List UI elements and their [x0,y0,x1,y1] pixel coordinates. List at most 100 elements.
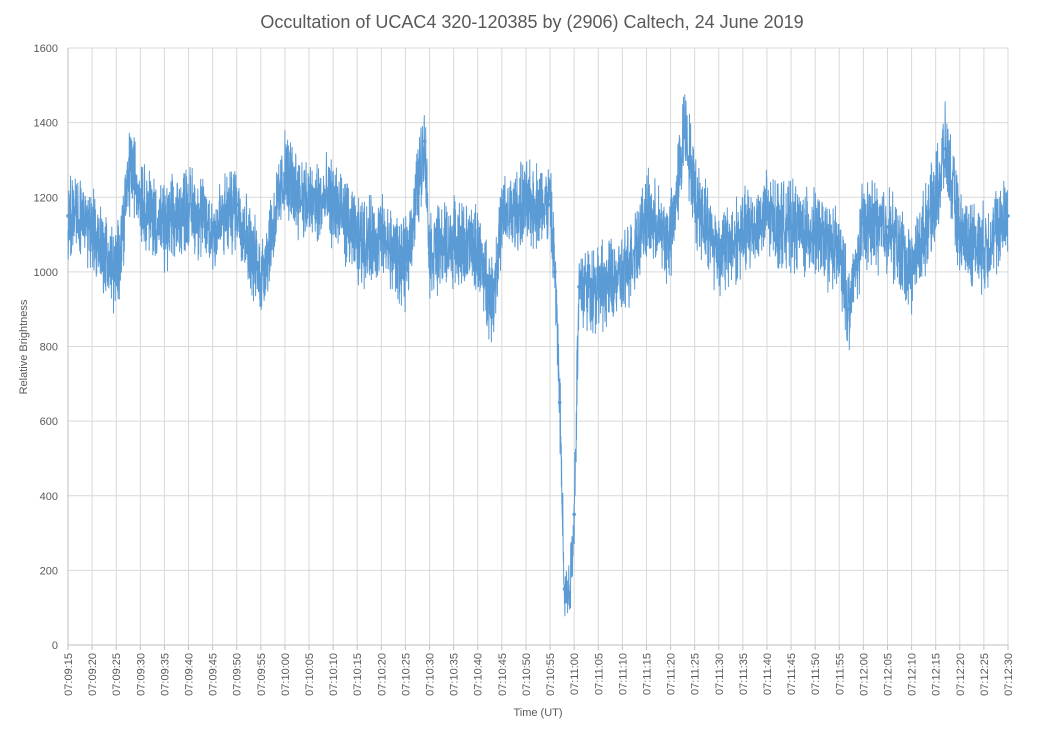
grid-lines [67,47,1009,650]
x-tick-label: 07:10:15 [352,653,364,696]
y-axis: 0 200 400 600 800 1000 1200 1400 1600 [34,43,58,652]
data-point [283,173,287,177]
data-point [259,277,263,282]
data-point [524,202,528,207]
x-tick-label: 07:10:10 [328,653,340,696]
x-tick-label: 07:11:35 [738,653,750,695]
data-point [885,225,890,229]
x-tick-label: 07:09:15 [63,653,75,696]
y-tick-label: 1200 [34,192,58,204]
data-point [234,202,239,207]
x-tick-label: 07:10:45 [497,653,509,696]
y-tick-label: 1400 [34,118,58,130]
y-tick-label: 0 [52,640,58,652]
data-point [422,139,427,144]
y-tick-label: 1600 [34,43,58,55]
x-tick-label: 07:09:20 [87,653,99,696]
data-point [909,270,914,274]
data-point [379,236,384,241]
data-point [957,232,962,237]
data-point [644,214,649,218]
x-tick-label: 07:10:05 [304,653,316,696]
x-tick-label: 07:10:35 [449,653,461,696]
x-tick-label: 07:11:00 [569,653,581,695]
data-point [210,229,215,233]
data-point [331,199,335,203]
x-tick-label: 07:12:20 [955,653,967,696]
data-point [933,195,938,200]
data-point [683,120,687,125]
x-tick-label: 07:10:00 [280,653,292,696]
x-tick-label: 07:12:30 [1003,653,1015,696]
data-point [620,277,625,282]
x-tick-label: 07:11:05 [593,653,605,695]
data-point [572,512,576,517]
x-tick-label: 07:11:55 [834,653,846,695]
data-point [90,225,94,229]
data-point [982,247,986,252]
data-point [128,161,133,166]
y-tick-label: 1000 [34,267,58,279]
x-tick-label: 07:12:25 [979,653,991,696]
x-axis: 07:09:15 07:09:20 07:09:25 07:09:30 07:09:35… [63,653,1015,696]
x-tick-label: 07:11:40 [762,653,774,695]
data-point [307,202,311,207]
x-tick-label: 07:09:45 [208,653,220,696]
data-point [548,202,552,207]
x-tick-label: 07:10:30 [425,653,437,696]
data-point [765,214,769,218]
data-point [403,266,408,270]
series-line [67,94,1009,617]
data-point [861,221,866,226]
data-point [1006,214,1010,218]
data-point [553,270,557,274]
x-tick-label: 07:09:30 [135,653,147,696]
data-point [567,590,572,595]
data-point [490,299,495,304]
x-tick-label: 07:11:45 [786,653,798,695]
x-tick-label: 07:10:25 [400,653,412,696]
series-group [66,94,1010,617]
y-tick-label: 600 [40,416,58,428]
data-point [562,587,567,591]
data-point [427,251,432,256]
data-point [475,247,480,252]
y-axis-title: Relative Brightness [18,299,30,394]
data-point [355,240,360,244]
x-tick-label: 07:09:25 [111,653,123,696]
data-point [557,400,562,405]
data-point [813,232,817,237]
x-tick-label: 07:10:50 [521,653,533,696]
x-tick-label: 07:09:40 [184,653,196,696]
data-point [716,251,721,256]
data-point [596,285,601,289]
data-point [66,214,70,218]
x-tick-label: 07:10:20 [376,653,388,696]
y-tick-label: 400 [40,491,58,503]
data-point [741,232,745,237]
data-point [162,229,167,233]
x-tick-label: 07:11:25 [690,653,702,695]
x-tick-label: 07:09:55 [256,653,268,696]
data-point [500,217,504,222]
x-axis-title: Time (UT) [513,707,562,719]
data-point [114,273,119,278]
y-tick-label: 800 [40,342,58,354]
data-point [138,195,143,200]
data-point [692,195,697,200]
x-tick-label: 07:09:35 [159,653,171,696]
data-point [847,307,851,311]
data-point [837,251,842,256]
x-tick-label: 07:12:00 [858,653,870,696]
x-tick-label: 07:11:10 [617,653,629,695]
data-point [943,146,948,151]
chart-title: Occultation of UCAC4 320-120385 by (2906… [260,12,803,32]
x-tick-label: 07:10:40 [473,653,485,696]
data-point [668,240,673,244]
y-tick-label: 200 [40,565,58,577]
x-tick-label: 07:12:15 [931,653,943,696]
x-tick-label: 07:11:30 [714,653,726,695]
x-tick-label: 07:10:55 [545,653,557,696]
x-tick-label: 07:11:50 [810,653,822,695]
